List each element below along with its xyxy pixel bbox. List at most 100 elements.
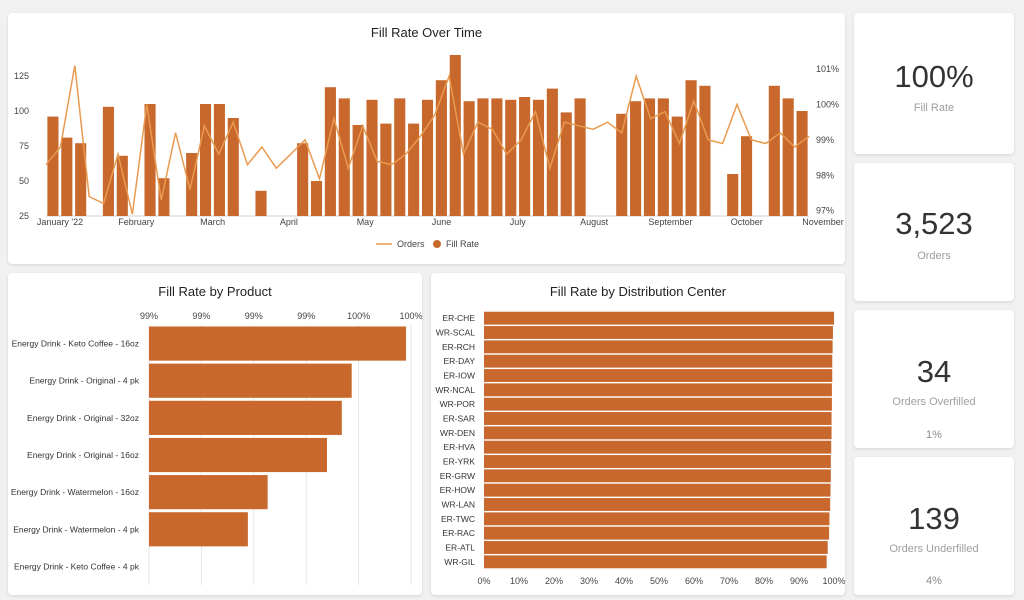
fill-rate-bar bbox=[782, 98, 794, 216]
category-label: ER-RCH bbox=[442, 342, 475, 352]
fill-rate-bar bbox=[324, 87, 336, 216]
fill-rate-bar bbox=[338, 98, 350, 216]
category-label: Energy Drink - Watermelon - 16oz bbox=[11, 487, 139, 497]
fill-rate-by-product-card: Fill Rate by Product 99% 99% 99% 99% 100% 100… bbox=[8, 273, 422, 595]
dc-bar bbox=[484, 354, 833, 368]
y-tick-label-left: 25 bbox=[19, 211, 29, 221]
category-label: Energy Drink - Original - 16oz bbox=[27, 450, 139, 460]
product-bar bbox=[149, 475, 268, 510]
fill-rate-bar bbox=[491, 98, 503, 216]
dc-bar bbox=[484, 498, 831, 511]
fill-rate-bar bbox=[408, 123, 420, 216]
legend-label: Orders bbox=[397, 239, 425, 249]
fill-rate-bar bbox=[255, 190, 267, 216]
fill-rate-bar bbox=[616, 113, 628, 216]
category-label: ER-CHE bbox=[442, 313, 475, 323]
x-tick-label: 99% bbox=[140, 311, 158, 321]
category-label: ER-SAR bbox=[443, 414, 475, 424]
dc-bar bbox=[484, 397, 832, 411]
fill-rate-bar bbox=[768, 85, 780, 216]
dc-bar bbox=[484, 526, 830, 540]
product-bar bbox=[149, 363, 352, 398]
x-tick-label: 99% bbox=[245, 311, 263, 321]
dc-bar bbox=[484, 555, 827, 569]
fill-rate-bar bbox=[380, 123, 392, 216]
kpi-value: 139 bbox=[908, 501, 960, 536]
chart-title-product: Fill Rate by Product bbox=[158, 284, 272, 299]
x-tick-label: 100% bbox=[399, 311, 422, 321]
product-bar bbox=[149, 437, 327, 473]
x-tick-label: May bbox=[357, 217, 375, 227]
y-tick-label-right: 97% bbox=[816, 206, 834, 216]
dc-bar bbox=[484, 326, 833, 339]
fill-rate-bar bbox=[519, 97, 531, 216]
kpi-label: Orders Overfilled bbox=[892, 396, 976, 408]
category-label: ER-IOW bbox=[443, 371, 475, 381]
category-label: Energy Drink - Keto Coffee - 4 pk bbox=[14, 561, 140, 571]
x-tick-label: 70% bbox=[720, 576, 738, 586]
fill-rate-bar bbox=[297, 143, 309, 216]
dc-bar bbox=[484, 340, 833, 354]
x-tick-label: 50% bbox=[650, 576, 668, 586]
category-label: ER-YRK bbox=[443, 457, 475, 467]
fill-rate-bar bbox=[144, 104, 156, 216]
fill-rate-by-dc-card: Fill Rate by Distribution Center 0% 10% 20… bbox=[431, 273, 845, 595]
category-label: Energy Drink - Original - 4 pk bbox=[29, 376, 139, 386]
orders-line bbox=[45, 65, 810, 215]
y-tick-label-right: 98% bbox=[816, 170, 834, 180]
dc-bar bbox=[484, 440, 832, 454]
fill-rate-bar bbox=[643, 98, 656, 216]
fill-rate-bar bbox=[366, 99, 378, 216]
product-bar bbox=[149, 512, 248, 547]
fill-rate-bar bbox=[227, 118, 239, 216]
fill-rate-bar bbox=[574, 98, 586, 216]
category-label: ER-HOW bbox=[440, 485, 475, 495]
x-tick-label: 90% bbox=[790, 576, 808, 586]
fill-rate-bar bbox=[727, 174, 739, 216]
y-tick-label-left: 75 bbox=[19, 141, 29, 151]
kpi-subvalue: 1% bbox=[926, 429, 942, 441]
category-label: ER-RAC bbox=[442, 528, 475, 538]
x-tick-label: 80% bbox=[755, 576, 773, 586]
kpi-subvalue: 4% bbox=[926, 575, 942, 587]
fill-rate-bar bbox=[158, 178, 170, 216]
x-tick-label: 40% bbox=[615, 576, 633, 586]
category-label: Energy Drink - Watermelon - 4 pk bbox=[13, 524, 140, 534]
dc-bar bbox=[484, 311, 834, 325]
dc-bar bbox=[484, 469, 831, 483]
fill-rate-over-time-chart: 25 50 75 100 125 97% 98% 99% 100% 101% January '22… bbox=[14, 55, 844, 249]
x-tick-label: November bbox=[802, 217, 844, 227]
fill-rate-bar bbox=[657, 98, 669, 216]
fill-rate-bar bbox=[796, 111, 808, 216]
fill-rate-bar bbox=[199, 104, 212, 216]
kpi-value: 34 bbox=[916, 354, 952, 389]
legend-dot-swatch bbox=[433, 240, 441, 248]
fill-rate-bar bbox=[75, 143, 87, 216]
x-tick-label: March bbox=[200, 217, 225, 227]
fill-rate-bar bbox=[532, 99, 545, 216]
category-label: ER-GRW bbox=[440, 471, 475, 481]
fill-rate-by-dc-chart: 0% 10% 20% 30% 40% 50% 60% 70% 80% 90% 100% ER-CHE W… bbox=[435, 311, 845, 586]
kpi-card-orders: 3,523 Orders bbox=[854, 163, 1014, 301]
x-tick-label: February bbox=[118, 217, 155, 227]
category-label: WR-DEN bbox=[440, 428, 475, 438]
fill-rate-over-time-card: Fill Rate Over Time 25 50 75 100 125 97% 98% 99… bbox=[8, 13, 845, 264]
x-tick-label: January '22 bbox=[37, 217, 83, 227]
fill-rate-bar bbox=[741, 136, 753, 216]
product-bar bbox=[149, 326, 407, 361]
x-tick-label: 0% bbox=[477, 576, 490, 586]
y-tick-label-left: 125 bbox=[14, 71, 29, 81]
fill-rate-bar bbox=[394, 98, 406, 216]
kpi-label: Orders Underfilled bbox=[889, 543, 979, 555]
x-tick-label: 10% bbox=[510, 576, 528, 586]
category-label: ER-DAY bbox=[444, 356, 476, 366]
legend-label: Fill Rate bbox=[446, 239, 479, 249]
fill-rate-bar bbox=[699, 85, 711, 216]
fill-rate-bar bbox=[421, 99, 434, 216]
fill-rate-bar bbox=[463, 101, 475, 216]
fill-rate-bar bbox=[47, 116, 59, 216]
fill-rate-bar bbox=[449, 55, 461, 216]
category-label: WR-SCAL bbox=[436, 328, 475, 338]
category-label: WR-GIL bbox=[444, 557, 475, 567]
x-tick-label: June bbox=[432, 217, 452, 227]
